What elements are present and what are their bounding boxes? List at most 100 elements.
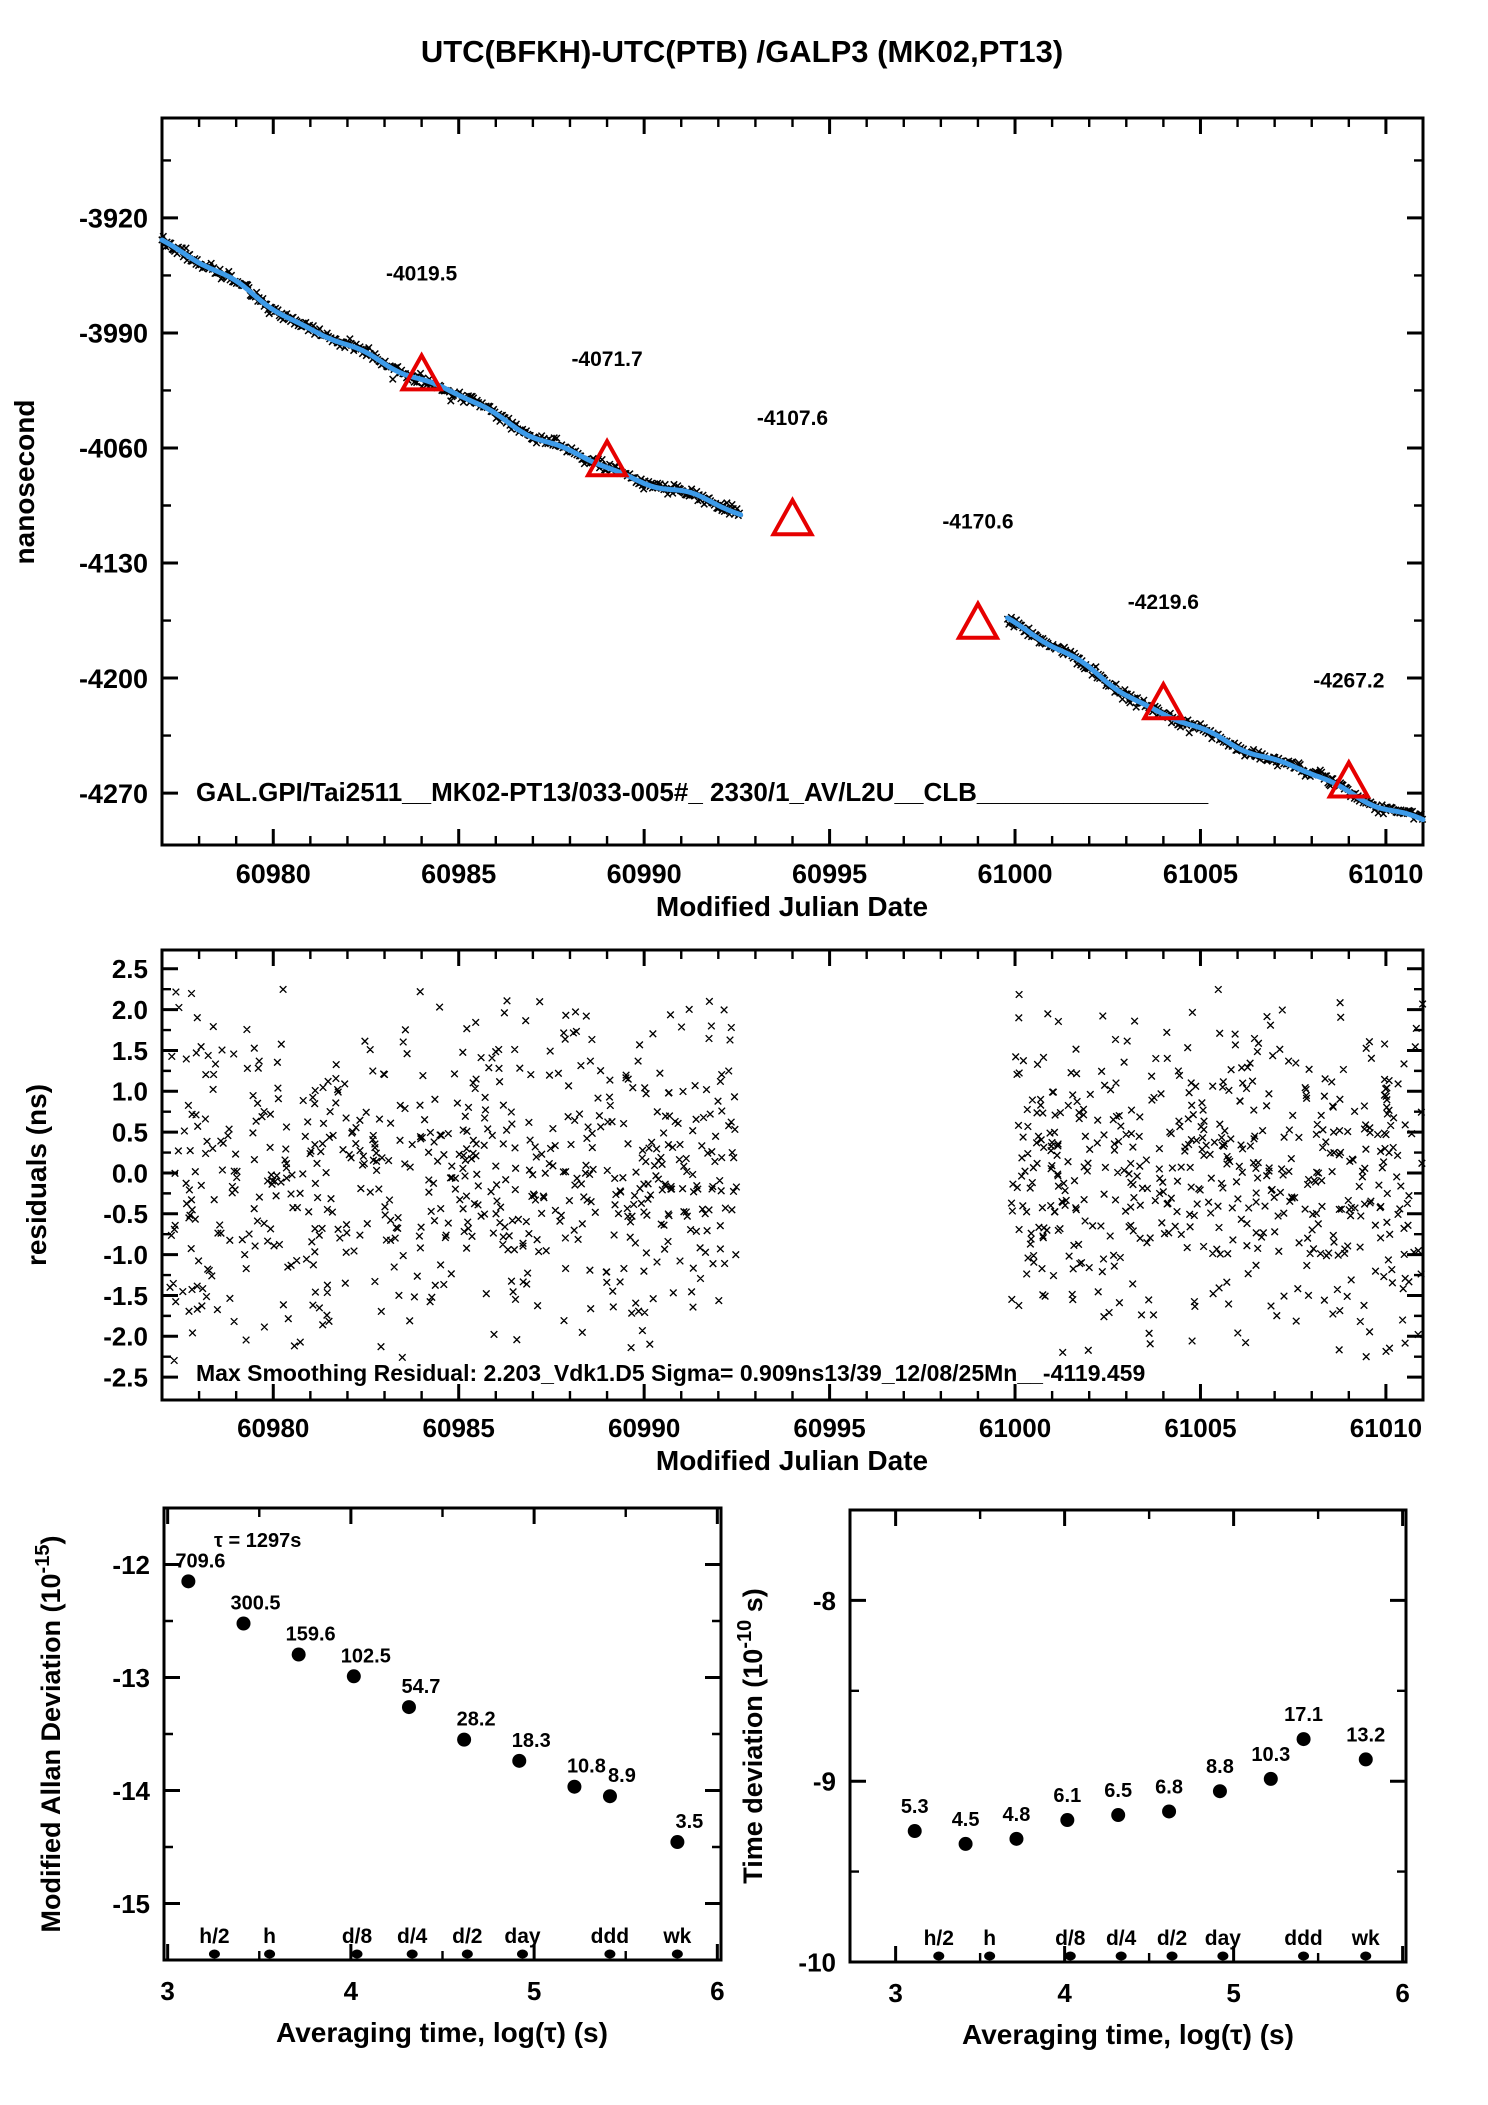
y-tick-label: -9 bbox=[813, 1767, 836, 1797]
minor-ticks bbox=[164, 1508, 721, 1960]
data-point bbox=[291, 1647, 306, 1662]
data-point bbox=[670, 1835, 685, 1850]
tau-tick-label: wk bbox=[662, 1925, 691, 1948]
tau-tick-dot bbox=[264, 1949, 276, 1959]
tdev-plot: 3 4 5 6 -8 -9 -10 h/2 h d/8 d/4 d/2 day ddd wk 5.3 4.5 4.… bbox=[798, 1508, 1410, 2008]
tau-tick-dot bbox=[516, 1949, 528, 1959]
page-title: UTC(BFKH)-UTC(PTB) /GALP3 (MK02,PT13) bbox=[421, 34, 1063, 69]
x-tick-label: 60995 bbox=[792, 859, 867, 889]
y-tick-label: -12 bbox=[112, 1550, 150, 1580]
phase-x-axis-label: Modified Julian Date bbox=[656, 891, 928, 922]
triangle-value-label: -4219.6 bbox=[1128, 591, 1199, 614]
y-tick-label: 1.0 bbox=[112, 1077, 148, 1107]
y-tick-label: -1.0 bbox=[103, 1240, 148, 1270]
triangle-value-label: -4071.7 bbox=[571, 348, 642, 371]
x-tick-label: 61000 bbox=[977, 859, 1052, 889]
daily-average-triangle-marker bbox=[1140, 680, 1186, 721]
tau-tick-dot bbox=[671, 1949, 683, 1959]
y-tick-label: -4060 bbox=[79, 434, 148, 464]
data-point bbox=[1060, 1813, 1075, 1828]
tau-tick-label: day bbox=[504, 1925, 541, 1948]
x-tick-label: 61000 bbox=[979, 1413, 1051, 1443]
mdev-x-axis-label: Averaging time, log(τ) (s) bbox=[276, 2017, 608, 2048]
data-point-value-label: 54.7 bbox=[402, 1676, 441, 1698]
x-tick-label: 60980 bbox=[236, 859, 311, 889]
data-point-value-label: 10.8 bbox=[567, 1756, 606, 1778]
data-point bbox=[457, 1732, 472, 1747]
data-point bbox=[512, 1753, 527, 1768]
major-ticks bbox=[164, 1508, 721, 1960]
y-tick-label: 2.5 bbox=[112, 954, 148, 984]
data-point bbox=[181, 1574, 196, 1589]
tau-tick-label: h/2 bbox=[199, 1925, 229, 1948]
y-tick-label: -15 bbox=[112, 1889, 150, 1919]
triangle-value-label: -4107.6 bbox=[757, 407, 828, 430]
daily-average-triangle-marker bbox=[399, 351, 445, 392]
x-tick-label: 4 bbox=[344, 1976, 359, 2006]
triangle-value-label: -4267.2 bbox=[1313, 669, 1384, 692]
mdev-y-axis-label: Modified Allan Deviation (10-15) bbox=[32, 1536, 66, 1933]
major-ticks bbox=[162, 950, 1423, 1400]
tdev-y-axis-label: Time deviation (10-10 s) bbox=[734, 1588, 768, 1884]
axis-box bbox=[160, 116, 1425, 847]
minor-ticks bbox=[162, 950, 1423, 1400]
x-tick-label: 6 bbox=[710, 1976, 724, 2006]
data-point-value-label: 4.5 bbox=[952, 1809, 980, 1831]
data-point-value-label: 159.6 bbox=[286, 1624, 336, 1646]
axis-box bbox=[160, 948, 1425, 1402]
x-tick-label: 60990 bbox=[608, 1413, 680, 1443]
x-tick-label: 3 bbox=[160, 1976, 174, 2006]
data-point bbox=[907, 1824, 922, 1839]
tau-tick-label: h/2 bbox=[924, 1927, 954, 1950]
y-tick-label: 2.0 bbox=[112, 995, 148, 1025]
data-point-value-label: 8.8 bbox=[1206, 1756, 1234, 1778]
tau-tick-label: d/8 bbox=[342, 1925, 373, 1948]
tau-tick-label: d/4 bbox=[1106, 1927, 1137, 1950]
data-point bbox=[602, 1789, 617, 1804]
y-tick-label: -1.5 bbox=[103, 1281, 148, 1311]
tau-tick-label: day bbox=[1205, 1927, 1242, 1950]
residuals-y-axis-label: residuals (ns) bbox=[21, 1084, 52, 1266]
triangle-value-label: -4170.6 bbox=[942, 511, 1013, 534]
x-tick-label: 5 bbox=[527, 1976, 541, 2006]
y-tick-label: -4270 bbox=[79, 779, 148, 809]
tau-tick-dot bbox=[1298, 1951, 1310, 1961]
axis-box bbox=[848, 1508, 1408, 1964]
tau-tick-label: h bbox=[983, 1927, 996, 1950]
x-tick-label: 6 bbox=[1395, 1978, 1409, 2008]
tau-tick-label: ddd bbox=[591, 1925, 629, 1948]
data-point-value-label: 300.5 bbox=[230, 1593, 280, 1615]
x-tick-label: 60985 bbox=[421, 859, 496, 889]
tau-tick-dot bbox=[1360, 1951, 1372, 1961]
tau-tick-label: d/2 bbox=[1157, 1927, 1187, 1950]
data-point bbox=[236, 1616, 251, 1631]
y-tick-label: -2.5 bbox=[103, 1362, 148, 1392]
tau-tick-dot bbox=[406, 1949, 418, 1959]
y-tick-label: -3990 bbox=[79, 319, 148, 349]
data-point bbox=[1263, 1771, 1278, 1786]
minor-ticks bbox=[850, 1510, 1406, 1962]
data-point-value-label: 5.3 bbox=[901, 1796, 929, 1818]
tau-tick-dot bbox=[933, 1951, 945, 1961]
data-point bbox=[401, 1700, 416, 1715]
data-point bbox=[958, 1836, 973, 1851]
tau-tick-dot bbox=[1217, 1951, 1229, 1961]
tdev-x-axis-label: Averaging time, log(τ) (s) bbox=[962, 2019, 1294, 2050]
data-point-value-label: 6.1 bbox=[1053, 1785, 1081, 1807]
axis-box bbox=[162, 1506, 723, 1962]
x-tick-label: 60980 bbox=[237, 1413, 309, 1443]
triangle-value-label: -4019.5 bbox=[386, 262, 458, 285]
tau-tick-dot bbox=[351, 1949, 363, 1959]
tau-tick-dot bbox=[1064, 1951, 1076, 1961]
y-tick-label: -2.0 bbox=[103, 1322, 148, 1352]
data-point-value-label: 18.3 bbox=[512, 1730, 551, 1752]
x-tick-label: 4 bbox=[1057, 1978, 1072, 2008]
y-tick-label: 1.5 bbox=[112, 1036, 148, 1066]
tau-tick-dot bbox=[208, 1949, 220, 1959]
mdev-tau-note: τ = 1297s bbox=[214, 1530, 301, 1552]
y-tick-label: -4130 bbox=[79, 549, 148, 579]
data-point-value-label: 17.1 bbox=[1284, 1704, 1323, 1726]
x-tick-label: 61010 bbox=[1350, 1413, 1422, 1443]
daily-average-triangle-marker bbox=[1326, 758, 1372, 799]
